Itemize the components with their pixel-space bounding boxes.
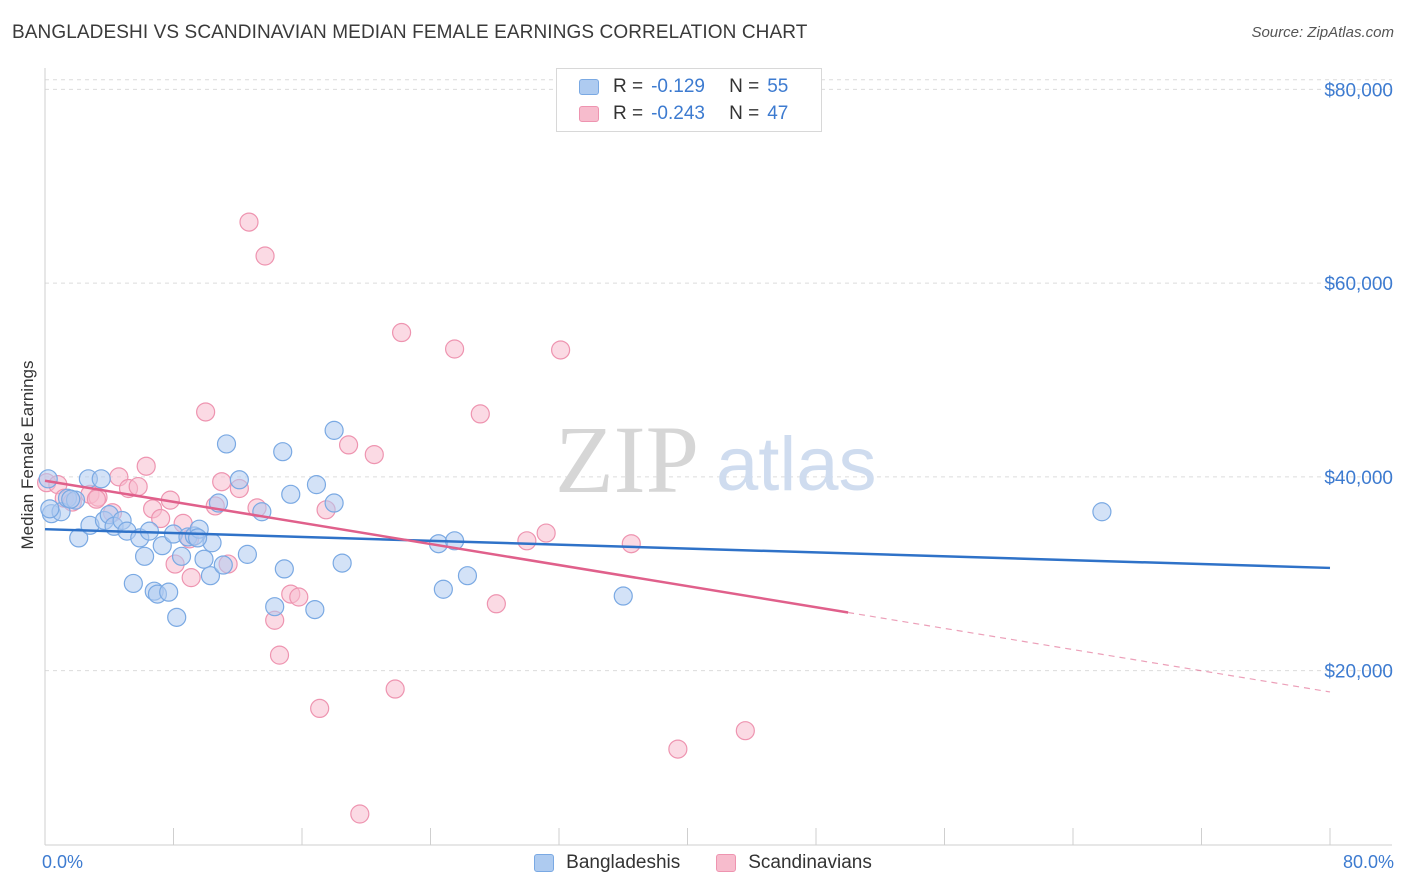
x-tick-label-min: 0.0% [42,852,84,872]
chart-title: BANGLADESHI VS SCANDINAVIAN MEDIAN FEMAL… [12,22,808,43]
scandinavians-legend-swatch [716,854,737,872]
n-value: 55 [767,76,789,97]
scandinavian-point [517,531,537,551]
scandinavian-point [128,476,148,497]
bangladeshi-point [274,559,294,579]
bangladeshi-point [324,420,344,440]
watermark-zip: ZIP [555,406,699,513]
trendlines [44,479,1331,693]
n-label: N = [729,76,760,97]
bangladeshi-point [273,442,293,462]
bangladeshi-point [187,528,208,548]
scandinavian-point [486,594,506,614]
bangladeshi-point [159,582,179,602]
scandinavian-point [470,404,490,424]
bangladeshi-point [457,566,478,586]
bangladeshi-point [61,489,81,509]
bangladeshis-legend-swatch [534,854,555,872]
bangladeshi-point [281,484,301,504]
bangladeshi-point [69,528,89,548]
bangladeshi-point [433,579,453,599]
r-value: -0.129 [651,76,705,97]
bangladeshi-point [324,493,344,513]
scandinavian-point [668,739,688,759]
scandinavian-point [181,568,201,588]
legend-row-scandinavians: R = -0.243 N = 47 [579,102,788,126]
legend-item-scandinavians[interactable]: Scandinavians [716,852,872,874]
scandinavian-point [239,212,259,232]
scandinavians-swatch [579,106,599,122]
bangladeshi-point [200,566,221,586]
bangladeshi-point [167,607,187,627]
watermark: ZIP atlas [555,406,877,513]
legend-label: Bangladeshis [566,852,681,873]
bangladeshi-point [237,544,257,564]
scandinavians-points [37,212,755,824]
legend-label: Scandinavians [748,852,872,873]
scandinavian-point [536,523,556,543]
bangladeshi-point [152,536,172,556]
bangladeshi-point [229,470,249,490]
bangladeshi-point [38,469,58,489]
scandinavian-trendline [44,479,849,614]
bangladeshi-point [213,555,233,575]
scandinavian-point [255,246,275,266]
scandinavian-point [212,472,232,492]
axes [44,68,1392,846]
r-label: R = [613,103,644,124]
scandinavian-point [735,721,755,741]
y-axis-label: Median Female Earnings [18,360,37,550]
scandinavian-point [350,804,370,824]
correlation-legend: R = -0.129 N = 55 R = -0.243 N = 47 [556,68,822,132]
scandinavian-point [338,435,359,455]
scandinavian-point [391,322,412,343]
legend-row-bangladeshis: R = -0.129 N = 55 [579,75,788,99]
r-value: -0.243 [651,103,705,124]
bangladeshi-point [306,475,327,495]
scandinavian-point [269,645,290,665]
r-label: R = [613,76,644,97]
bangladeshi-point [123,573,143,594]
series-legend: Bangladeshis Scandinavians [0,852,1406,874]
y-tick-label: $20,000 [1324,662,1393,683]
y-tick-label: $80,000 [1324,80,1393,101]
y-tick-labels: $20,000 $40,000 $60,000 $80,000 [1324,80,1393,682]
legend-item-bangladeshis[interactable]: Bangladeshis [534,852,680,874]
bangladeshi-point [134,546,155,566]
scandinavian-point [310,698,330,719]
scandinavian-point [444,339,465,359]
scandinavian-trendline [848,611,1331,693]
scandinavian-point [385,679,405,699]
bangladeshi-point [216,434,237,454]
scandinavian-point [289,587,309,607]
bangladeshi-point [91,469,111,489]
bangladeshis-swatch [579,79,599,95]
bangladeshi-point [40,499,60,519]
scandinavian-point [196,402,216,422]
bangladeshi-point [265,597,285,617]
source-label: Source: ZipAtlas.com [1251,24,1394,41]
scandinavian-point [136,456,156,476]
n-value: 47 [767,103,789,124]
bangladeshi-point [332,553,352,573]
bangladeshis-points [38,420,1112,627]
scandinavian-point [151,508,171,529]
bangladeshi-point [613,586,633,606]
scandinavian-point [621,534,641,554]
bangladeshi-point [171,546,192,566]
grid-lines [45,79,1392,672]
scandinavian-point [86,489,107,509]
bangladeshi-point [305,599,325,620]
n-label: N = [729,103,760,124]
watermark-atlas: atlas [716,422,877,507]
bangladeshi-point [194,549,214,569]
y-tick-label: $40,000 [1324,468,1393,489]
bangladeshi-trendline [44,527,1331,570]
scandinavian-point [364,444,384,465]
scandinavian-point [551,340,571,360]
y-tick-label: $60,000 [1324,274,1393,295]
x-tick-label-max: 80.0% [1342,852,1394,872]
bangladeshi-point [1092,502,1112,522]
